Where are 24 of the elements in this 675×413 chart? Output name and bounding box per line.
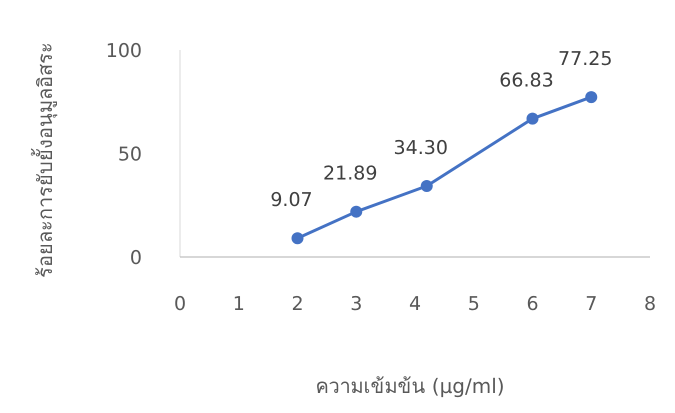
- text: 21.89: [323, 162, 378, 185]
- x-tick-label: 8: [644, 293, 656, 315]
- point: [420, 180, 433, 192]
- y-tick-label: 0: [130, 247, 142, 269]
- x-tick-label: 7: [585, 293, 598, 315]
- point: [292, 232, 304, 244]
- y-tick-label: 100: [106, 40, 142, 62]
- text: 9.07: [270, 189, 313, 212]
- point: [350, 206, 362, 218]
- point: [585, 91, 598, 104]
- y-tick-label: 50: [118, 144, 142, 166]
- x-tick-label: 2: [291, 293, 304, 315]
- x-axis-title: ความเข้มข้น (μg/ml): [315, 374, 505, 398]
- x-tick-label: 1: [232, 293, 245, 315]
- x-tick-label: 4: [408, 293, 422, 315]
- text: 77.25: [558, 48, 612, 70]
- point: [526, 112, 538, 125]
- text: 66.83: [499, 70, 554, 92]
- x-tick-label: 0: [174, 293, 186, 315]
- text: 34.30: [394, 137, 448, 159]
- x-tick-label: 5: [468, 293, 480, 315]
- x-tick-label: 3: [350, 293, 362, 315]
- x-tick-label: 6: [526, 293, 539, 315]
- y-axis-title: ร้อยละการยับยั้งอนุมูลอิสระ: [31, 42, 58, 278]
